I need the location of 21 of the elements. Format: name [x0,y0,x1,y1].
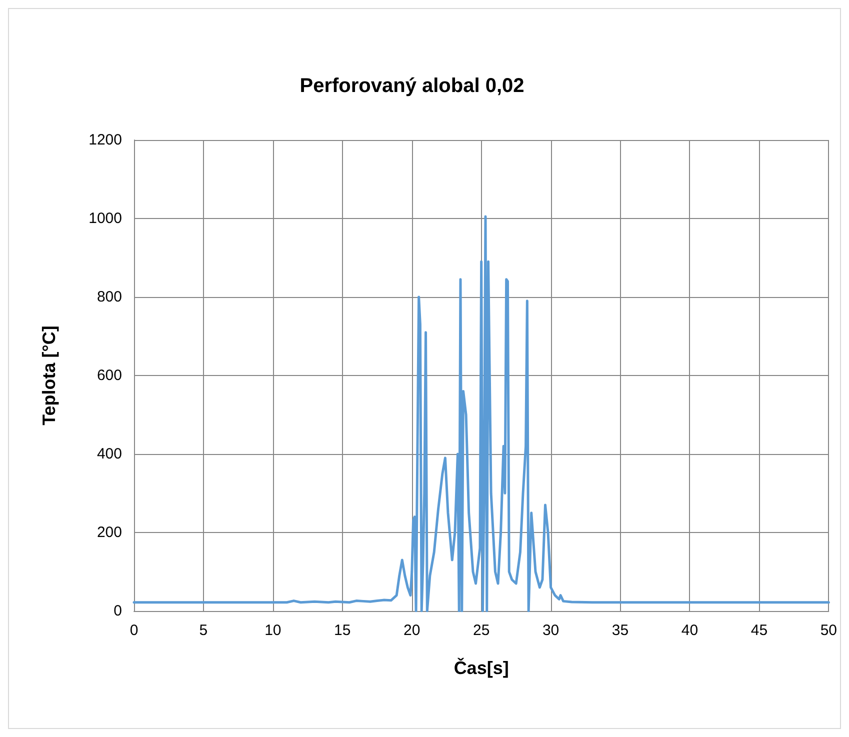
x-tick-label: 45 [750,622,768,639]
y-tick-label: 0 [114,602,122,620]
x-tick-label: 30 [542,622,560,639]
y-tick-label: 800 [96,288,122,306]
y-tick-label: 600 [96,367,122,384]
y-tick-label: 400 [96,446,122,462]
x-tick-label: 20 [404,622,420,639]
x-tick-label: 15 [334,622,351,639]
x-tick-label: 5 [199,622,208,639]
y-tick-label: 1000 [88,210,122,227]
x-axis-title: Čas[s] [454,657,509,678]
y-tick-label: 200 [96,524,122,541]
y-axis-title: Teplota [°C] [39,326,59,426]
x-tick-label: 0 [130,622,138,639]
x-tick-label: 10 [264,622,282,639]
x-tick-label: 50 [820,622,837,639]
x-tick-label: 25 [472,622,490,639]
y-tick-label: 1200 [88,132,122,148]
x-tick-label: 40 [681,622,698,639]
x-tick-label: 35 [612,622,629,639]
chart-title: Perforovaný alobal 0,02 [300,75,524,97]
